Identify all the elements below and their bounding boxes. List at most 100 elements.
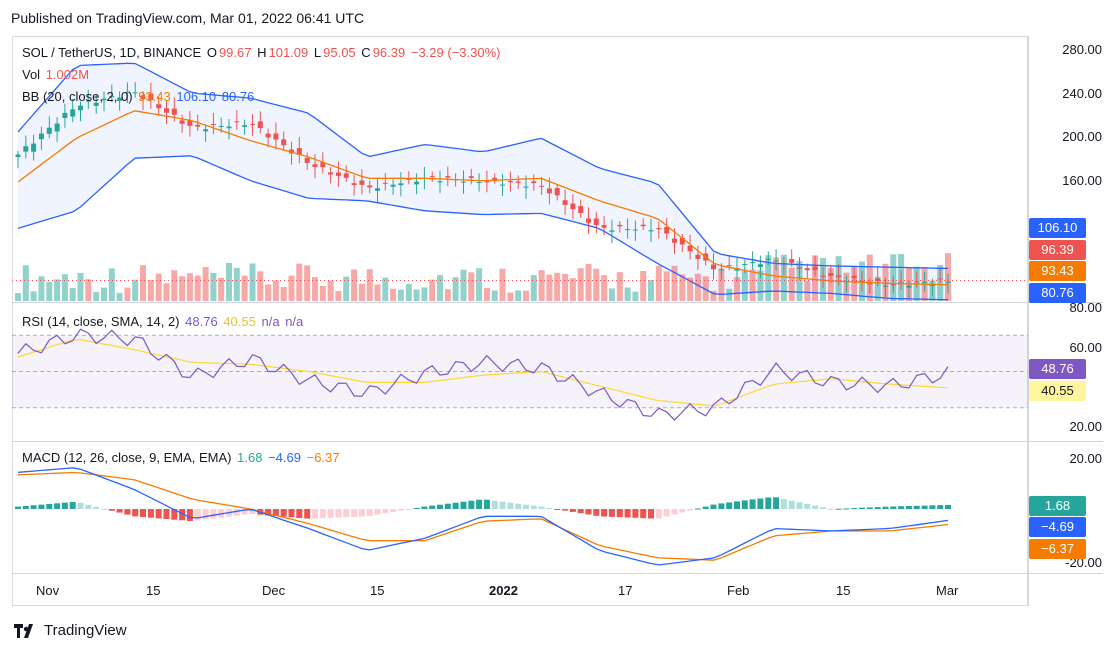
time-tick-year: 2022 [489, 583, 518, 598]
volume-bar [866, 254, 873, 301]
volume-bar [655, 265, 662, 301]
candle-body [773, 260, 779, 262]
volume-label[interactable]: Vol [22, 67, 41, 82]
macd-histogram-bar [945, 504, 951, 509]
volume-bar [452, 277, 459, 301]
candle-body [851, 275, 857, 279]
macd-histogram-bar [397, 509, 404, 511]
candle-body [609, 230, 615, 232]
time-tick: Feb [727, 583, 750, 598]
macd-histogram-bar [820, 507, 826, 509]
candle-body [578, 206, 584, 213]
macd-histogram-bar [140, 509, 146, 518]
candle-body [359, 180, 365, 185]
macd-histogram-bar [788, 500, 795, 509]
bb-lower-line [17, 155, 949, 301]
macd-histogram-bar [585, 509, 592, 515]
macd-histogram-bar [796, 502, 803, 509]
candle-body [836, 275, 842, 278]
macd-histogram-bar [898, 506, 905, 509]
macd-histogram-bar [546, 508, 553, 509]
macd-histogram-bar [38, 504, 45, 509]
candle-body [273, 133, 279, 140]
candle-body [586, 218, 591, 223]
macd-histogram-bar [460, 501, 467, 509]
macd-histogram-bar [421, 506, 428, 509]
volume-bar [54, 279, 61, 301]
volume-value: 1.002M [45, 67, 90, 82]
macd-histogram-bar [515, 503, 522, 509]
candle-body [343, 173, 349, 178]
macd-histogram-bar [874, 507, 881, 509]
candle-body [429, 176, 435, 178]
candle-body [62, 112, 68, 118]
change-value: −3.29 (−3.30%) [410, 45, 501, 60]
volume-bar [523, 290, 529, 301]
macd-histogram-bar [46, 503, 53, 509]
volume-bar [405, 283, 412, 301]
candle-body [85, 100, 91, 102]
chart-frame[interactable] [12, 36, 1028, 606]
volume-bar [343, 276, 350, 301]
volume-bar [226, 263, 232, 301]
macd-histogram-bar [726, 502, 733, 509]
candle-body [289, 149, 294, 154]
candle-body [117, 97, 123, 101]
volume-bar [218, 277, 225, 301]
macd-histogram-bar [272, 509, 279, 516]
candle-body [828, 273, 834, 276]
volume-bar [413, 289, 420, 301]
candle-body [234, 121, 240, 123]
volume-bar [507, 292, 514, 301]
time-tick: 15 [836, 583, 851, 598]
time-tick: Nov [36, 583, 60, 598]
tradingview-logo[interactable]: TradingView [14, 622, 127, 639]
macd-histogram-bar [679, 509, 686, 513]
candle-body [406, 178, 412, 180]
volume-bar [249, 263, 256, 301]
candle-body [195, 124, 201, 127]
time-tick: 15 [370, 583, 385, 598]
candle-body [437, 181, 443, 183]
candle-body [922, 282, 928, 283]
volume-bar [546, 274, 553, 301]
candle-body [171, 108, 177, 115]
volume-bar [741, 270, 748, 301]
volume-bar [358, 283, 365, 301]
volume-bar [851, 265, 858, 301]
candle-body [648, 230, 654, 232]
candle-body [640, 224, 646, 227]
candle-body [750, 262, 756, 264]
volume-bar [671, 265, 678, 301]
macd-histogram-bar [351, 509, 358, 517]
pane-divider-rsi[interactable] [12, 302, 1103, 303]
macd-histogram-bar [734, 501, 740, 509]
bb-lower-value: 80.76 [221, 89, 255, 104]
candle-body [804, 268, 810, 271]
macd-histogram-bar [179, 509, 186, 521]
macd-histogram-bar [608, 509, 615, 517]
volume-bar [726, 288, 733, 301]
macd-histogram-bar [491, 500, 498, 509]
macd-label[interactable]: MACD (12, 26, close, 9, EMA, EMA) [22, 450, 232, 465]
bb-legend: BB (20, close, 2, 0) 93.43 106.10 80.76 [22, 89, 256, 104]
candle-body [335, 172, 341, 176]
rsi-label[interactable]: RSI (14, close, SMA, 14, 2) [22, 314, 180, 329]
volume-bar [687, 277, 694, 301]
rsi-ma-badge: 40.55 [1029, 381, 1086, 401]
rsi-ma-value: 40.55 [223, 314, 256, 329]
candle-body [38, 133, 44, 140]
volume-bar [179, 276, 186, 301]
volume-bar [210, 272, 217, 301]
candle-body [539, 185, 545, 187]
volume-bar [460, 269, 467, 301]
volume-bar [749, 269, 756, 301]
price-axis-divider [1028, 36, 1029, 606]
pane-divider-macd[interactable] [12, 441, 1103, 442]
symbol-title[interactable]: SOL / TetherUS, 1D, BINANCE [22, 45, 202, 60]
candle-body [656, 228, 662, 230]
time-tick: Mar [936, 583, 959, 598]
bb-label[interactable]: BB (20, close, 2, 0) [22, 89, 133, 104]
macd-histogram-bar [851, 508, 858, 510]
